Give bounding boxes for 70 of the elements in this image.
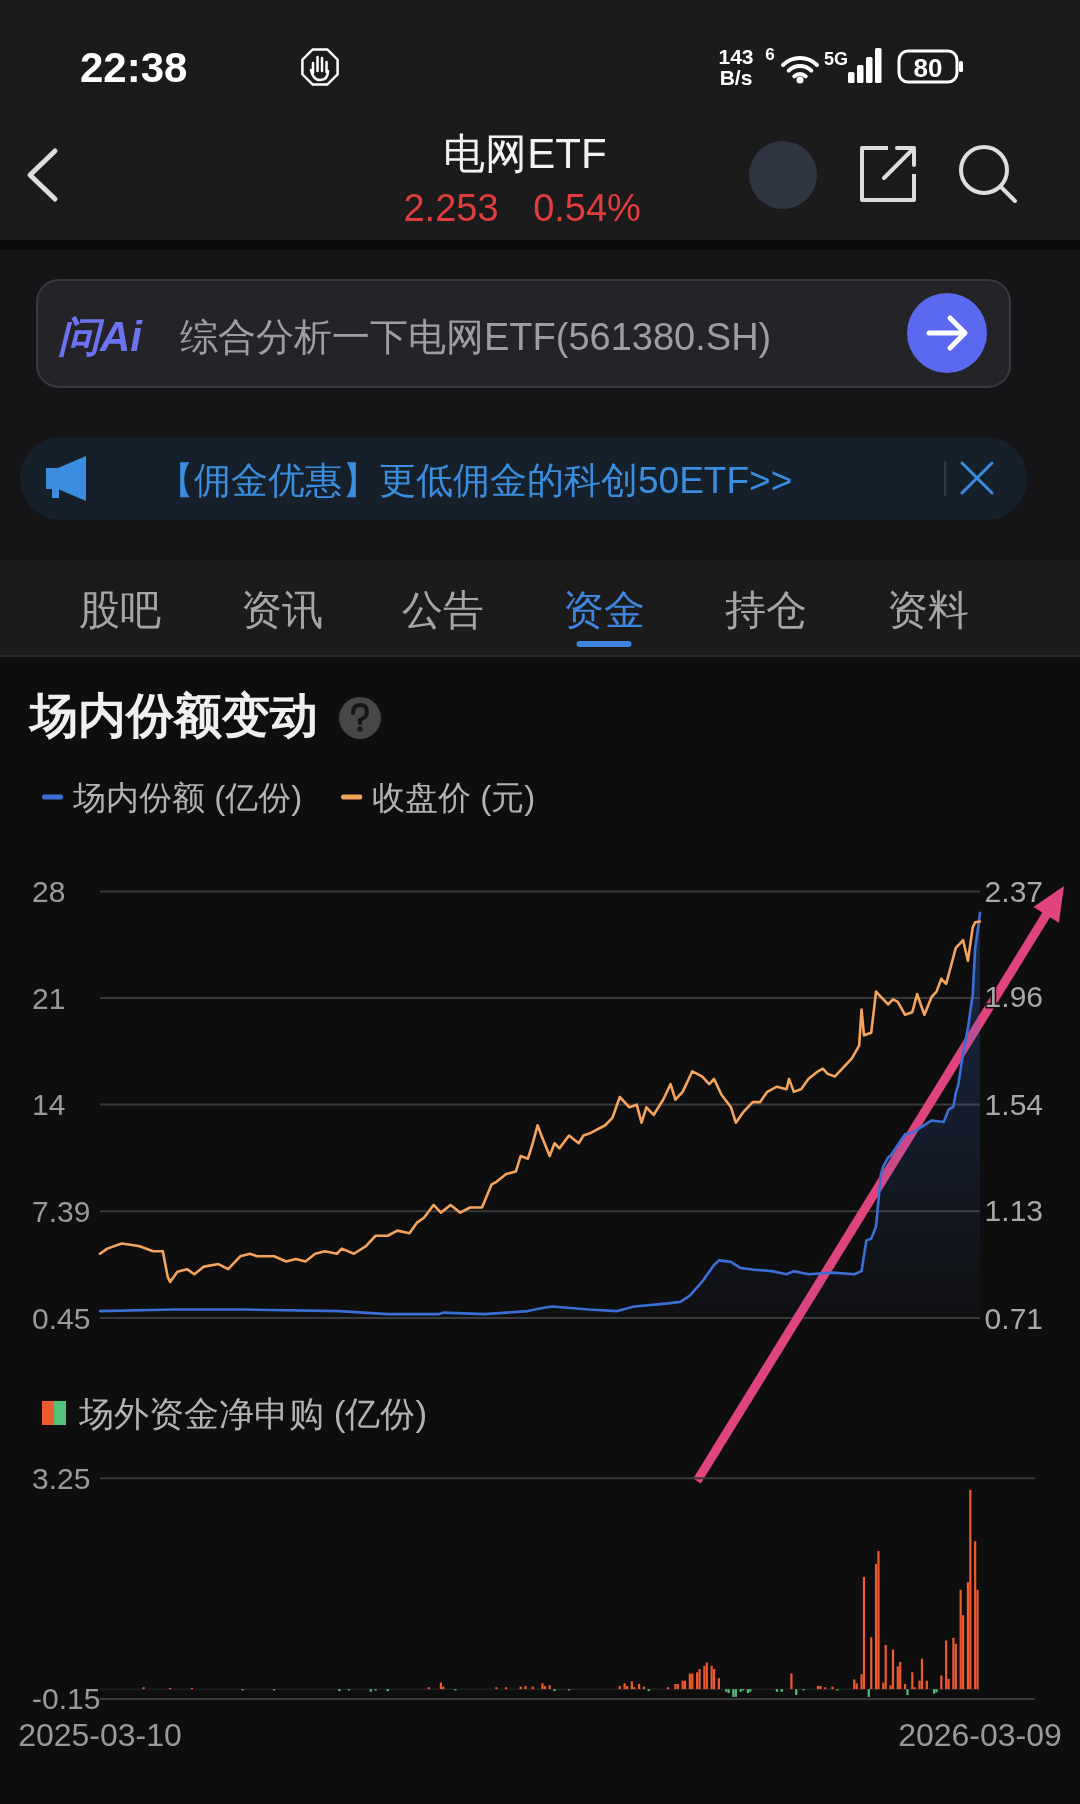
bar [903, 1683, 907, 1690]
bar [710, 1665, 713, 1690]
y-tick-label: 7.39 [32, 1194, 91, 1228]
bar [884, 1645, 887, 1690]
bar [906, 1689, 909, 1695]
y-tick-label: 0.45 [32, 1301, 91, 1335]
text: 6 [765, 45, 775, 64]
text: B/s [719, 66, 753, 89]
x-tick-label: 2025-03-10 [18, 1717, 182, 1753]
y2-tick-label: 0.71 [984, 1301, 1043, 1335]
legend-label: 场外资金净申购 (亿份) [78, 1393, 428, 1433]
bar [698, 1669, 701, 1690]
bar [969, 1489, 972, 1690]
bar [896, 1666, 899, 1690]
bar [935, 1689, 938, 1693]
bar [790, 1673, 793, 1690]
text: 股吧 [79, 587, 161, 633]
bar [795, 1689, 798, 1695]
bar [630, 1681, 633, 1690]
y-tick-label: 14 [32, 1088, 66, 1122]
y-tick-label: 21 [32, 981, 66, 1015]
bar [862, 1576, 866, 1690]
y2-tick-label: 1.54 [984, 1088, 1043, 1122]
bar [712, 1669, 716, 1690]
y-tick-label: 3.25 [32, 1461, 91, 1495]
text: 0.54% [533, 187, 641, 229]
bar [855, 1683, 858, 1690]
text: 143 [718, 45, 754, 68]
bar [717, 1678, 720, 1690]
y-tick-label: -0.15 [32, 1682, 101, 1716]
legend-label: 收盘价 (元) [372, 778, 536, 816]
text: 持仓 [725, 587, 807, 633]
bar [780, 1689, 783, 1692]
text: 电网ETF [443, 130, 607, 177]
text: 资讯 [241, 587, 323, 633]
bar [959, 1589, 962, 1690]
text: 2.253 [403, 187, 499, 229]
bar [870, 1637, 873, 1690]
y2-tick-label: 2.37 [984, 874, 1043, 908]
bar [877, 1550, 880, 1690]
bar [952, 1637, 955, 1690]
bar [867, 1689, 870, 1697]
y-tick-label: 28 [32, 874, 66, 908]
bar [831, 1686, 834, 1690]
text: 公告 [402, 587, 484, 633]
text: 80 [913, 53, 943, 83]
bar [932, 1689, 936, 1694]
bar [920, 1658, 924, 1690]
bar [369, 1689, 372, 1692]
text: 资料 [887, 587, 969, 633]
bar [524, 1685, 527, 1690]
bar [945, 1640, 948, 1690]
bar [899, 1661, 902, 1690]
bar [775, 1689, 779, 1692]
chart-title: 场内份额变动 [28, 689, 318, 742]
bar [696, 1672, 699, 1690]
text: 22:38 [80, 44, 188, 91]
x-tick-label: 2026-03-09 [898, 1717, 1062, 1753]
bar [974, 1541, 977, 1690]
bar [911, 1672, 914, 1690]
text: 综合分析一下电网ETF(561380.SH) [180, 316, 772, 358]
legend-label: 场内份额 (亿份) [72, 778, 303, 816]
text: 5G [823, 49, 849, 69]
text: 资金 [563, 587, 645, 633]
y2-tick-label: 1.13 [984, 1193, 1043, 1227]
text: 【佣金优惠】更低佣金的科创50ETF>> [157, 460, 793, 501]
text: 问Ai [58, 313, 144, 360]
bar [638, 1683, 641, 1690]
bar [891, 1649, 895, 1690]
bar [853, 1679, 856, 1690]
